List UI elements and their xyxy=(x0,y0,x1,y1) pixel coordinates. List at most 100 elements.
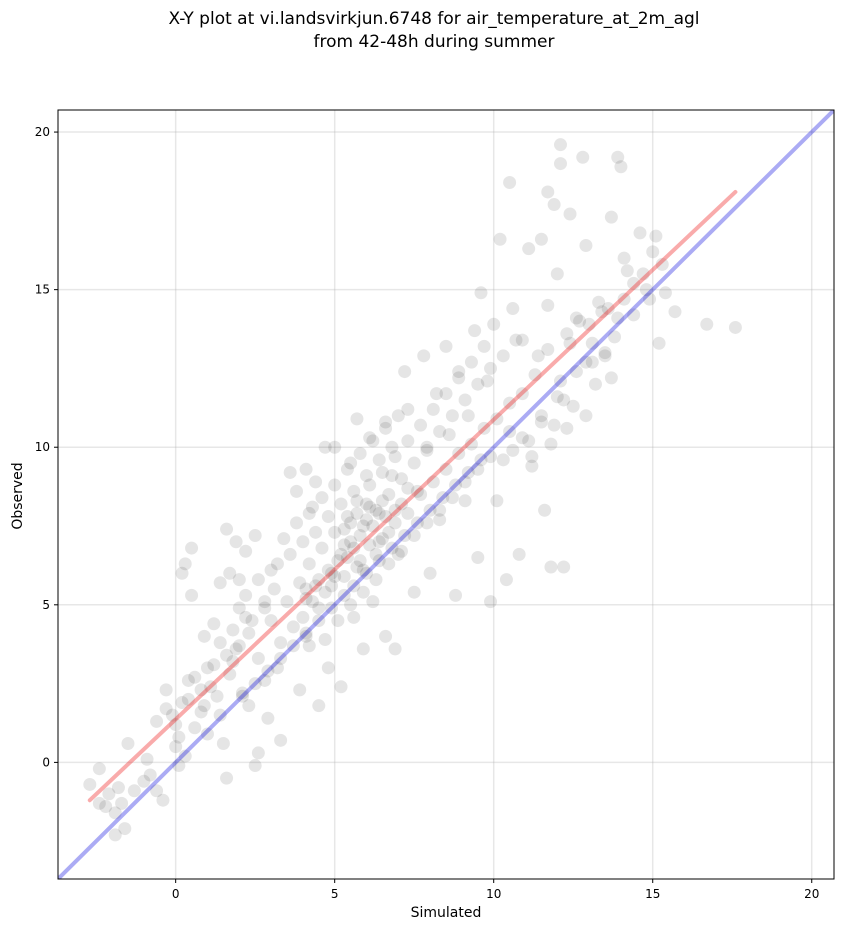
y-axis-label: Observed xyxy=(10,462,26,530)
data-point xyxy=(350,506,364,520)
data-point xyxy=(417,349,431,363)
data-point xyxy=(525,459,539,473)
data-point xyxy=(499,573,513,587)
data-point xyxy=(331,614,345,628)
data-point xyxy=(328,569,342,583)
data-point xyxy=(582,317,596,331)
data-point xyxy=(506,302,520,316)
data-point xyxy=(388,503,402,517)
data-point xyxy=(573,314,587,328)
data-point xyxy=(627,276,641,290)
data-point xyxy=(477,421,491,435)
data-point xyxy=(264,614,278,628)
data-point xyxy=(293,683,307,697)
data-point xyxy=(299,592,313,606)
data-point xyxy=(534,415,548,429)
data-point xyxy=(178,557,192,571)
data-point xyxy=(359,513,373,527)
data-point xyxy=(547,198,561,212)
data-point xyxy=(512,547,526,561)
data-point xyxy=(563,336,577,350)
data-point xyxy=(150,784,164,798)
data-point xyxy=(165,708,179,722)
data-point xyxy=(420,516,434,530)
data-point xyxy=(496,453,510,467)
data-point xyxy=(118,822,132,836)
data-point xyxy=(442,428,456,442)
data-point xyxy=(598,346,612,360)
y-tick-label: 10 xyxy=(35,440,50,454)
data-point xyxy=(315,541,329,555)
data-point xyxy=(156,793,170,807)
data-point xyxy=(503,175,517,189)
data-point xyxy=(458,393,472,407)
data-point xyxy=(522,434,536,448)
data-point xyxy=(353,554,367,568)
data-point xyxy=(398,528,412,542)
data-point xyxy=(83,777,97,791)
data-point xyxy=(248,677,262,691)
data-point xyxy=(356,585,370,599)
data-point xyxy=(290,516,304,530)
data-point xyxy=(394,497,408,511)
data-point xyxy=(655,257,669,271)
data-point xyxy=(560,327,574,341)
data-point xyxy=(617,251,631,265)
data-point xyxy=(611,311,625,325)
data-point xyxy=(210,689,224,703)
data-point xyxy=(538,503,552,517)
chart-title-line-2: from 42-48h during summer xyxy=(313,32,555,52)
data-point xyxy=(598,349,612,363)
data-point xyxy=(398,365,412,379)
data-point xyxy=(379,415,393,429)
data-point xyxy=(410,516,424,530)
data-point xyxy=(560,421,574,435)
data-point xyxy=(522,242,536,256)
data-point xyxy=(420,443,434,457)
data-point xyxy=(388,642,402,656)
data-point xyxy=(515,333,529,347)
data-point xyxy=(321,563,335,577)
data-point xyxy=(220,648,234,662)
data-point xyxy=(232,573,246,587)
data-point xyxy=(344,456,358,470)
plot-frame xyxy=(57,109,835,880)
x-axis-label: Simulated xyxy=(410,905,482,921)
data-point xyxy=(541,298,555,312)
data-point xyxy=(347,610,361,624)
data-point xyxy=(302,506,316,520)
data-point xyxy=(309,525,323,539)
data-point xyxy=(385,469,399,483)
one-to-one-line xyxy=(58,110,834,879)
data-point xyxy=(175,696,189,710)
data-point xyxy=(350,494,364,508)
data-point xyxy=(369,573,383,587)
data-point xyxy=(407,528,421,542)
data-point xyxy=(347,579,361,593)
x-tick-label: 5 xyxy=(331,887,339,901)
data-point xyxy=(150,714,164,728)
data-point xyxy=(251,651,265,665)
data-point xyxy=(379,421,393,435)
data-point xyxy=(668,305,682,319)
data-point xyxy=(239,610,253,624)
data-point xyxy=(372,535,386,549)
data-point xyxy=(592,295,606,309)
data-point xyxy=(480,374,494,388)
data-point xyxy=(331,554,345,568)
data-point xyxy=(283,465,297,479)
data-point xyxy=(350,412,364,426)
data-point xyxy=(550,267,564,281)
data-point xyxy=(283,547,297,561)
data-point xyxy=(337,522,351,536)
data-point xyxy=(312,601,326,615)
data-point xyxy=(274,733,288,747)
chart-title: X-Y plot at vi.landsvirkjun.6748 for air… xyxy=(0,8,843,54)
data-point xyxy=(213,576,227,590)
data-point xyxy=(137,774,151,788)
data-point xyxy=(363,431,377,445)
data-point xyxy=(197,699,211,713)
data-point xyxy=(248,759,262,773)
data-point xyxy=(293,576,307,590)
data-point xyxy=(92,762,106,776)
